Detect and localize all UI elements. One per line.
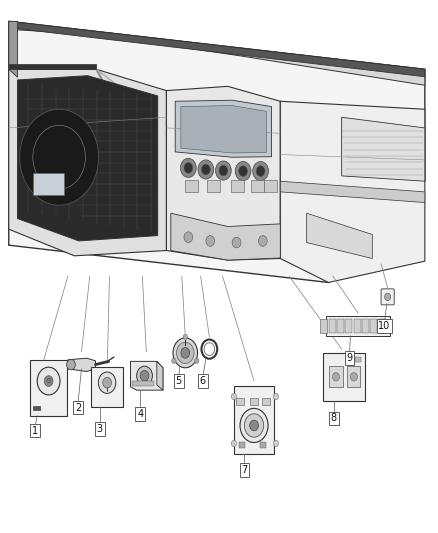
Circle shape: [37, 367, 60, 395]
Circle shape: [173, 338, 198, 368]
Bar: [347, 366, 360, 387]
Bar: [234, 386, 274, 454]
Text: 6: 6: [200, 376, 206, 386]
Text: 2: 2: [75, 403, 81, 413]
Circle shape: [180, 158, 196, 177]
Polygon shape: [166, 86, 280, 260]
Circle shape: [273, 440, 279, 447]
Bar: [355, 357, 361, 362]
Bar: [337, 319, 344, 333]
Text: ⊙: ⊙: [46, 378, 52, 384]
Bar: [264, 180, 277, 192]
Circle shape: [256, 166, 265, 176]
Bar: [250, 398, 258, 405]
Circle shape: [102, 377, 111, 388]
Circle shape: [140, 370, 149, 381]
Circle shape: [177, 342, 194, 364]
Bar: [132, 381, 154, 386]
Bar: [239, 442, 245, 448]
Circle shape: [194, 358, 199, 364]
Bar: [379, 319, 386, 333]
Bar: [207, 180, 220, 192]
Circle shape: [350, 373, 357, 381]
Polygon shape: [18, 76, 158, 241]
Polygon shape: [342, 117, 425, 181]
Circle shape: [239, 166, 247, 176]
Polygon shape: [9, 21, 425, 282]
Bar: [323, 353, 365, 401]
Bar: [326, 316, 390, 336]
Bar: [231, 180, 244, 192]
Bar: [262, 398, 270, 405]
Circle shape: [231, 393, 237, 400]
Circle shape: [244, 414, 264, 437]
Bar: [329, 366, 343, 387]
Polygon shape: [9, 64, 96, 69]
Bar: [260, 442, 266, 448]
Bar: [371, 319, 378, 333]
Text: 7: 7: [241, 465, 247, 475]
Polygon shape: [9, 21, 18, 77]
Circle shape: [253, 161, 268, 181]
Polygon shape: [171, 213, 280, 260]
Bar: [345, 319, 352, 333]
Text: 3: 3: [97, 424, 103, 434]
Text: 5: 5: [176, 376, 182, 386]
Circle shape: [20, 109, 99, 205]
Circle shape: [67, 359, 75, 370]
Circle shape: [385, 293, 391, 301]
Bar: [362, 319, 369, 333]
Circle shape: [184, 163, 193, 173]
Circle shape: [172, 358, 176, 364]
Bar: [30, 360, 67, 416]
FancyBboxPatch shape: [381, 289, 394, 305]
Circle shape: [137, 366, 152, 385]
Bar: [236, 398, 244, 405]
Bar: [354, 319, 360, 333]
Polygon shape: [68, 358, 95, 372]
Polygon shape: [9, 21, 425, 77]
Circle shape: [201, 164, 210, 175]
Polygon shape: [9, 21, 425, 85]
Text: 4: 4: [137, 409, 143, 419]
Polygon shape: [9, 69, 166, 256]
Circle shape: [206, 236, 215, 246]
Text: 10: 10: [378, 321, 391, 331]
Circle shape: [273, 393, 279, 400]
Polygon shape: [307, 213, 372, 259]
Circle shape: [215, 161, 231, 180]
Circle shape: [235, 161, 251, 181]
Circle shape: [219, 165, 228, 176]
Text: 1: 1: [32, 426, 38, 435]
Circle shape: [181, 348, 190, 358]
Bar: [33, 406, 40, 410]
Bar: [320, 319, 327, 333]
Circle shape: [44, 376, 53, 386]
Circle shape: [232, 237, 241, 248]
Polygon shape: [181, 106, 266, 153]
Bar: [91, 367, 123, 407]
Text: 9: 9: [346, 353, 353, 363]
Circle shape: [332, 373, 339, 381]
Bar: [251, 180, 264, 192]
Circle shape: [258, 236, 267, 246]
Circle shape: [198, 160, 214, 179]
Polygon shape: [157, 361, 163, 390]
Polygon shape: [131, 361, 163, 390]
Bar: [33, 173, 64, 195]
Bar: [328, 319, 336, 333]
Circle shape: [184, 232, 193, 243]
Circle shape: [183, 334, 187, 340]
Text: 8: 8: [331, 414, 337, 423]
Circle shape: [240, 408, 268, 442]
Circle shape: [250, 420, 258, 431]
Polygon shape: [175, 100, 272, 157]
Polygon shape: [280, 101, 425, 282]
Circle shape: [231, 440, 237, 447]
Polygon shape: [280, 181, 425, 203]
Circle shape: [98, 372, 116, 393]
Bar: [185, 180, 198, 192]
